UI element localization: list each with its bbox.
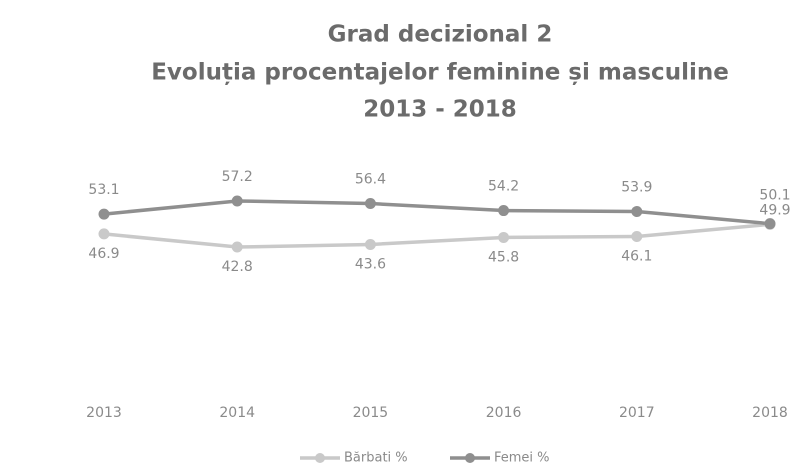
- data-label: 45.8: [488, 249, 519, 265]
- point: [231, 195, 243, 207]
- legend-swatch: [315, 453, 325, 463]
- data-label: 53.9: [621, 180, 652, 196]
- legend-label: Bărbati %: [344, 451, 408, 466]
- data-label: 54.2: [488, 179, 519, 195]
- legend-swatch: [465, 453, 475, 463]
- chart-title: Grad decizional 2: [328, 22, 553, 48]
- data-label: 50.1: [759, 188, 790, 204]
- chart-title: 2013 - 2018: [363, 97, 517, 123]
- x-tick-label: 2014: [219, 405, 255, 421]
- point: [98, 208, 110, 220]
- data-label: 42.8: [222, 259, 253, 275]
- point: [231, 241, 243, 253]
- series-line: [103, 199, 771, 226]
- data-label: 57.2: [222, 169, 253, 185]
- chart-title: Evoluția procentajelor feminine și mascu…: [151, 60, 729, 86]
- x-tick-label: 2016: [486, 405, 522, 421]
- point: [98, 228, 110, 240]
- data-label: 46.1: [621, 248, 652, 264]
- point: [364, 198, 376, 210]
- x-tick-label: 2015: [353, 405, 389, 421]
- legend-label: Femei %: [494, 451, 550, 466]
- data-label: 49.9: [759, 202, 790, 218]
- data-label: 46.9: [88, 246, 119, 262]
- x-tick-label: 2013: [86, 405, 122, 421]
- series-line: [103, 222, 771, 249]
- data-label: 43.6: [355, 256, 386, 272]
- point: [631, 206, 643, 218]
- point: [764, 218, 776, 230]
- x-tick-label: 2018: [752, 405, 788, 421]
- x-tick-label: 2017: [619, 405, 655, 421]
- point: [498, 231, 510, 243]
- point: [364, 238, 376, 250]
- point: [631, 230, 643, 242]
- point: [498, 205, 510, 217]
- data-label: 56.4: [355, 172, 386, 188]
- data-label: 53.1: [88, 182, 119, 198]
